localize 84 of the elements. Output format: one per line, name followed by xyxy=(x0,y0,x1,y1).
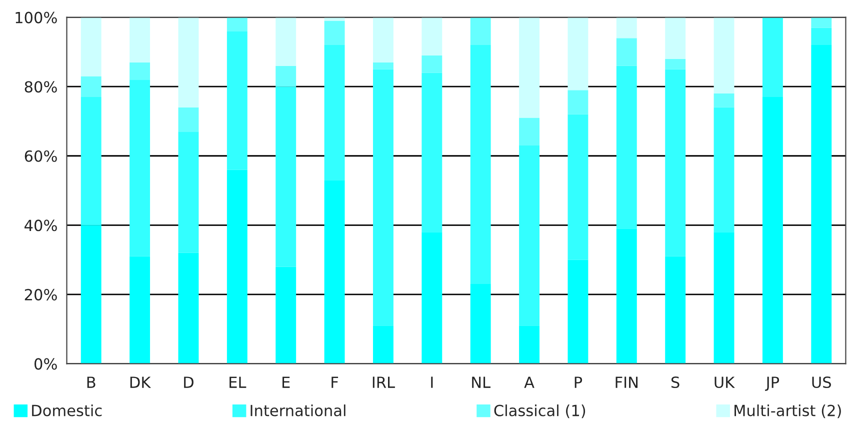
legend-label: Domestic xyxy=(32,404,102,416)
bar xyxy=(665,256,686,364)
bar xyxy=(714,17,734,94)
bar xyxy=(519,118,540,146)
legend-label: International xyxy=(250,404,346,416)
x-tick-label: D xyxy=(184,376,194,388)
legend-label: Classical (1) xyxy=(494,404,586,418)
bar xyxy=(714,94,734,108)
bar xyxy=(422,55,442,73)
x-tick-label: P xyxy=(574,376,582,388)
bar xyxy=(714,232,734,364)
bar xyxy=(568,90,588,114)
bar xyxy=(762,17,783,97)
bar xyxy=(714,107,734,232)
bar xyxy=(519,145,540,326)
bar xyxy=(130,80,150,256)
bar xyxy=(324,45,345,180)
bar xyxy=(616,66,637,229)
bar xyxy=(276,66,296,87)
x-tick-label: F xyxy=(332,376,338,388)
x-tick-label: NL xyxy=(472,376,490,388)
bar xyxy=(276,266,296,364)
x-tick-label: S xyxy=(671,376,680,388)
bar xyxy=(568,114,588,260)
bar xyxy=(324,20,345,46)
bar xyxy=(130,62,150,80)
x-tick-label: I xyxy=(431,376,433,388)
bar xyxy=(226,17,248,32)
bar xyxy=(178,252,199,364)
x-tick-label: UK xyxy=(714,376,735,388)
bar xyxy=(226,31,248,170)
bar xyxy=(811,17,832,28)
x-tick-label: EL xyxy=(230,376,246,388)
x-tick-label: DK xyxy=(130,376,152,388)
bar xyxy=(616,228,637,364)
bar xyxy=(616,38,637,66)
bar xyxy=(422,232,442,364)
bar xyxy=(324,180,345,364)
bar xyxy=(665,17,686,59)
bar xyxy=(422,72,442,232)
bar xyxy=(178,132,199,253)
bar xyxy=(178,17,199,108)
y-tick-label: 20% xyxy=(24,288,57,300)
x-tick-label: JP xyxy=(765,376,780,391)
bar xyxy=(178,107,199,132)
bar xyxy=(80,225,102,364)
bar xyxy=(372,17,394,62)
legend-label: Multi-artist (2) xyxy=(734,404,841,418)
bar xyxy=(665,58,686,70)
bar xyxy=(568,260,588,364)
y-tick-label: 60% xyxy=(24,150,57,162)
bar xyxy=(276,17,296,66)
y-tick-label: 100% xyxy=(16,12,57,24)
bar xyxy=(372,62,394,70)
bar xyxy=(811,28,832,46)
bar xyxy=(762,96,783,364)
bar xyxy=(665,69,686,256)
bar xyxy=(80,17,102,76)
x-tick-label: B xyxy=(87,376,96,388)
x-tick-label: IRL xyxy=(372,376,395,388)
bar xyxy=(372,69,394,326)
x-tick-label: E xyxy=(282,376,290,388)
bar xyxy=(811,45,832,364)
y-tick-label: 40% xyxy=(24,220,57,232)
bar xyxy=(616,17,637,38)
x-tick-label: US xyxy=(812,376,831,388)
bar xyxy=(470,284,491,364)
x-tick-label: A xyxy=(524,376,534,388)
bar xyxy=(470,17,491,46)
bar xyxy=(568,17,588,90)
y-tick-label: 0% xyxy=(34,358,57,370)
x-tick-label: FIN xyxy=(616,376,638,388)
bar xyxy=(226,170,248,364)
bar xyxy=(80,96,102,226)
bar xyxy=(130,17,150,62)
bar xyxy=(130,256,150,364)
bar xyxy=(519,326,540,364)
bar xyxy=(519,17,540,118)
bar xyxy=(470,45,491,284)
bar xyxy=(372,326,394,364)
y-tick-label: 80% xyxy=(24,81,57,93)
bar xyxy=(80,76,102,97)
bar xyxy=(276,86,296,267)
bar xyxy=(422,17,442,56)
